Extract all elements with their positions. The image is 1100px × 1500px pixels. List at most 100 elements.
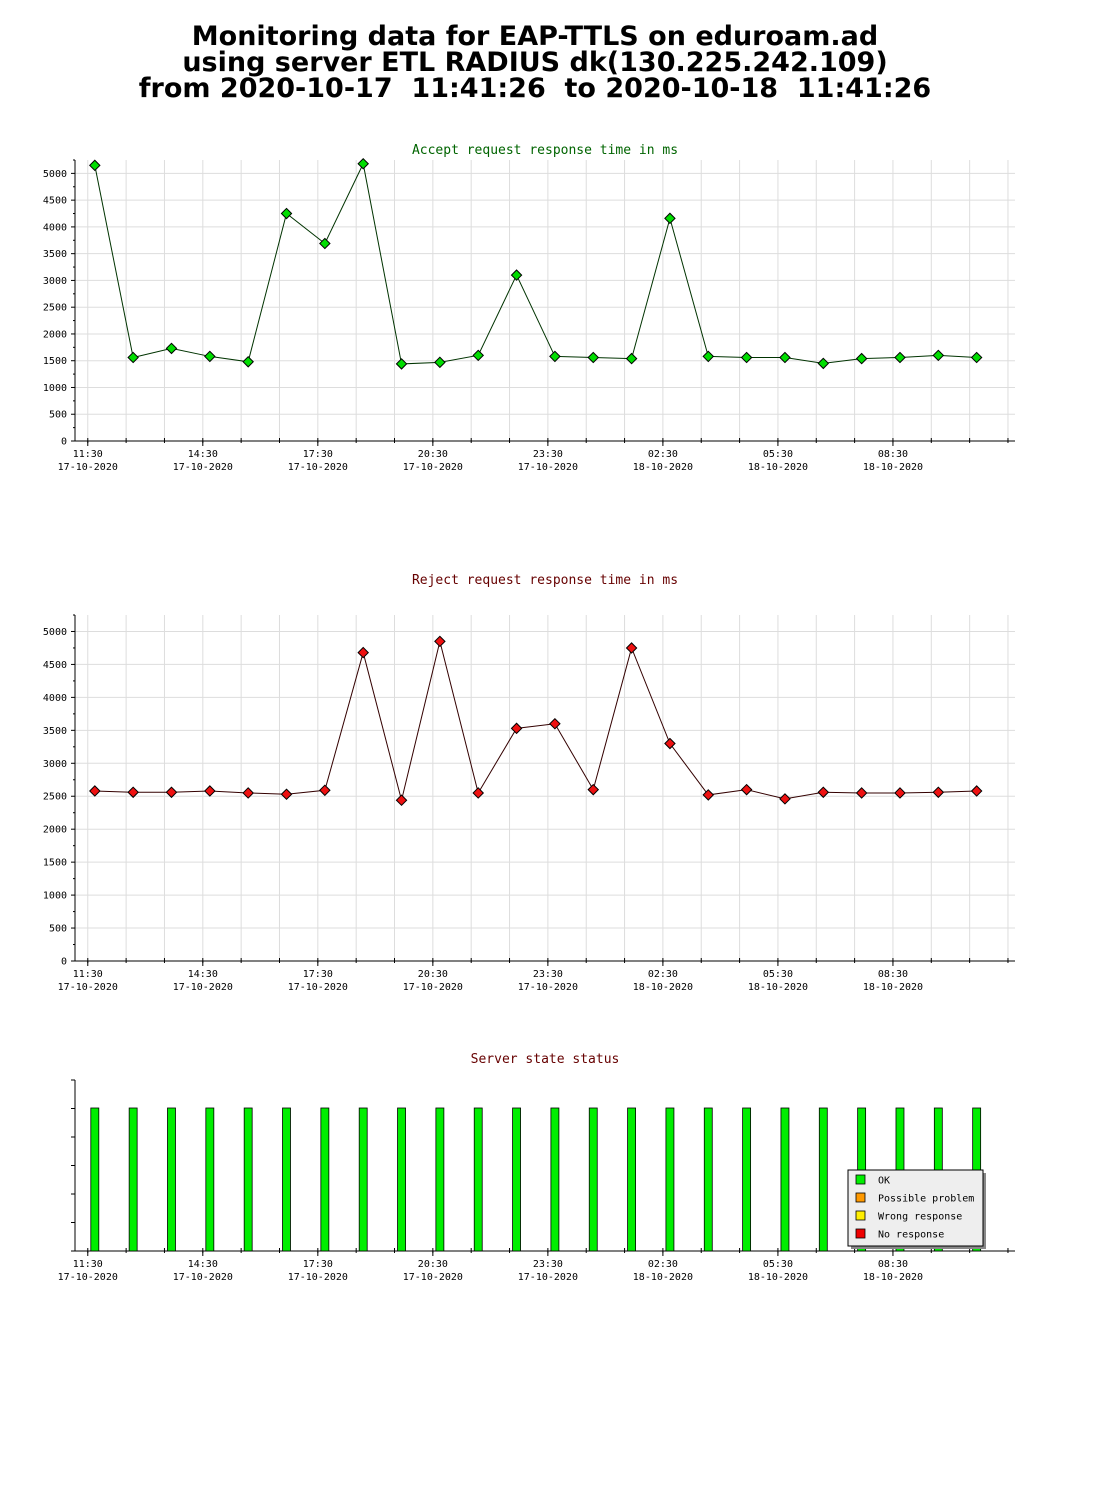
data-point (587, 783, 600, 796)
x-tick-date: 17-10-2020 (403, 462, 463, 473)
x-tick-time: 08:30 (878, 449, 908, 460)
data-point (855, 787, 868, 799)
status-bar (90, 1107, 100, 1252)
x-tick-time: 02:30 (648, 1259, 678, 1270)
data-point (357, 646, 369, 659)
data-point (932, 349, 945, 362)
x-tick-time: 11:30 (73, 449, 103, 460)
status-bar (588, 1107, 598, 1252)
x-tick-time: 23:30 (533, 969, 563, 980)
x-tick-date: 17-10-2020 (58, 1272, 118, 1283)
data-point (319, 237, 331, 250)
y-tick-label: 1500 (43, 858, 67, 869)
x-tick-time: 11:30 (73, 1259, 103, 1270)
y-tick-label: 5000 (43, 627, 67, 638)
x-tick-date: 17-10-2020 (518, 462, 578, 473)
data-point (434, 356, 446, 369)
data-point (127, 351, 139, 364)
chart-title: Server state status (471, 1052, 620, 1067)
x-tick-time: 02:30 (648, 449, 678, 460)
data-point (395, 794, 408, 806)
data-point (702, 789, 715, 801)
x-tick-date: 17-10-2020 (173, 1272, 233, 1283)
x-tick-time: 14:30 (188, 969, 218, 980)
x-tick-time: 14:30 (188, 1259, 218, 1270)
data-point (472, 349, 485, 362)
x-tick-time: 23:30 (533, 449, 563, 460)
data-point (587, 351, 600, 364)
status-bar (167, 1107, 176, 1252)
x-tick-date: 18-10-2020 (633, 982, 693, 993)
data-point (970, 785, 983, 797)
data-point (625, 352, 638, 365)
status-bar (780, 1107, 790, 1252)
data-point (894, 787, 906, 799)
title-line-2: using server ETL RADIUS dk(130.225.242.1… (182, 47, 888, 78)
data-point (664, 212, 676, 225)
data-point (280, 788, 293, 801)
data-point (89, 159, 101, 172)
y-tick-label: 0 (61, 957, 67, 968)
data-point (702, 350, 715, 363)
data-point (549, 717, 561, 730)
x-tick-date: 17-10-2020 (288, 982, 348, 993)
legend-label: Possible problem (878, 1194, 974, 1205)
status-bar (128, 1107, 138, 1252)
data-point (970, 351, 983, 364)
page-title: Monitoring data for EAP-TTLS on eduroam.… (0, 23, 1070, 104)
status-bar (742, 1107, 752, 1252)
data-point (779, 351, 791, 364)
accept-response-chart: Accept request response time in ms 0 500 10… (43, 143, 1015, 473)
legend-box (847, 1169, 984, 1247)
legend-label: No response (878, 1230, 944, 1241)
data-point (932, 786, 945, 799)
x-tick-time: 05:30 (763, 1259, 793, 1270)
x-tick-date: 18-10-2020 (633, 462, 693, 473)
x-tick-time: 20:30 (418, 969, 448, 980)
gridlines (87, 615, 1009, 963)
data-point (242, 355, 254, 368)
x-tick-date: 18-10-2020 (863, 982, 923, 993)
data-point (89, 785, 101, 797)
y-tick-label: 2500 (43, 303, 67, 314)
x-tick-date: 18-10-2020 (633, 1272, 693, 1283)
data-point (510, 269, 523, 281)
x-tick-date: 17-10-2020 (58, 982, 118, 993)
y-tick-label: 3000 (43, 276, 67, 287)
y-tick-label: 4500 (43, 196, 67, 207)
x-tick-date: 17-10-2020 (403, 982, 463, 993)
x-tick-date: 17-10-2020 (288, 1272, 348, 1283)
data-point (165, 342, 178, 355)
y-tick-label: 1500 (43, 356, 67, 367)
data-point (319, 784, 331, 797)
x-tick-date: 18-10-2020 (748, 982, 808, 993)
y-tick-label: 3000 (43, 759, 67, 770)
data-point (434, 635, 446, 648)
data-point (165, 786, 178, 799)
status-bar (358, 1107, 368, 1252)
series-line (94, 641, 977, 801)
y-tick-label: 1000 (43, 891, 67, 902)
y-tick-label: 4000 (43, 693, 67, 704)
x-tick-time: 23:30 (533, 1259, 563, 1270)
x-tick-time: 20:30 (418, 449, 448, 460)
x-tick-date: 17-10-2020 (58, 462, 118, 473)
y-tick-label: 2000 (43, 329, 67, 340)
y-tick-label: 1000 (43, 383, 67, 394)
x-tick-time: 17:30 (303, 969, 333, 980)
legend-label: OK (878, 1176, 890, 1187)
x-tick-time: 05:30 (763, 449, 793, 460)
status-bar (282, 1107, 291, 1252)
data-point (510, 722, 523, 735)
data-point (280, 207, 293, 220)
x-tick-date: 17-10-2020 (518, 982, 578, 993)
data-point (127, 786, 139, 799)
x-tick-time: 14:30 (188, 449, 218, 460)
data-point (855, 352, 868, 365)
title-line-3: from 2020-10-17 11:41:26 to 2020-10-18 1… (138, 73, 932, 104)
series-line (94, 162, 977, 365)
x-tick-time: 20:30 (418, 1259, 448, 1270)
data-point (242, 787, 254, 799)
data-point (779, 793, 791, 805)
data-point (740, 783, 753, 796)
